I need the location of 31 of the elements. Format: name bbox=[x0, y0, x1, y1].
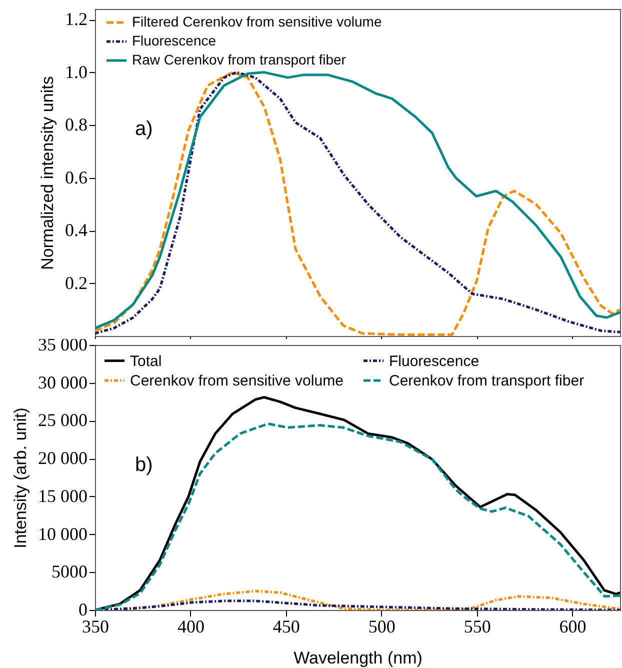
y-tick-label: 1.0 bbox=[65, 62, 88, 82]
y-tick-label: 5000 bbox=[52, 562, 88, 582]
x-tick-label: 550 bbox=[464, 616, 491, 636]
legend-label: Cerenkov from sensitive volume bbox=[130, 372, 344, 390]
y-tick-label: 15 000 bbox=[38, 486, 88, 506]
legend-label: Fluorescence bbox=[132, 32, 216, 48]
y-tick-label: 30 000 bbox=[38, 372, 88, 392]
x-tick-label: 500 bbox=[368, 616, 396, 636]
y-axis-title: Normalized intensity units bbox=[38, 76, 57, 270]
legend-label: Raw Cerenkov from transport fiber bbox=[132, 52, 346, 68]
legend-label: Cerenkov from transport fiber bbox=[389, 372, 584, 390]
y-tick-label: 1.2 bbox=[65, 9, 88, 30]
x-tick-label: 600 bbox=[559, 616, 586, 636]
y-tick-label: 20 000 bbox=[38, 448, 88, 468]
y-tick-label: 0.8 bbox=[65, 114, 88, 135]
y-tick-label: 0 bbox=[78, 600, 88, 620]
legend-label: Filtered Cerenkov from sensitive volume bbox=[132, 14, 382, 30]
legend-label: Total bbox=[130, 352, 162, 370]
x-tick-label: 400 bbox=[177, 616, 204, 636]
y-axis-title: Intensity (arb. unit) bbox=[11, 408, 30, 548]
y-tick-label: 0.6 bbox=[65, 167, 88, 188]
y-tick-label: 0.2 bbox=[65, 272, 88, 293]
legend-label: Fluorescence bbox=[389, 352, 480, 370]
y-tick-label: 0.4 bbox=[65, 220, 88, 240]
annotation: a) bbox=[135, 118, 153, 140]
annotation: b) bbox=[135, 454, 153, 476]
x-tick-label: 350 bbox=[82, 616, 109, 636]
x-axis-title: Wavelength (nm) bbox=[294, 648, 422, 668]
y-tick-label: 10 000 bbox=[38, 524, 88, 544]
y-tick-label: 25 000 bbox=[38, 410, 88, 430]
x-tick-label: 450 bbox=[272, 616, 300, 636]
